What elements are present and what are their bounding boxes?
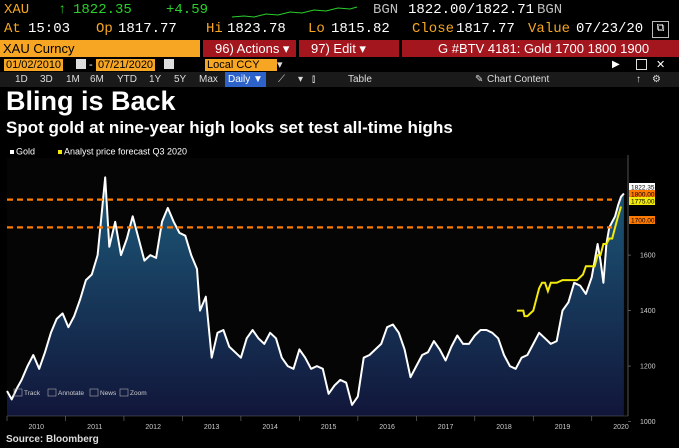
calendar-icon-end[interactable] (164, 59, 174, 69)
close-value: 1817.77 (456, 21, 515, 37)
legend-label: Analyst price forecast Q3 2020 (64, 147, 187, 157)
calendar-icon[interactable] (76, 59, 86, 69)
currency-select[interactable]: Local CCY (205, 59, 277, 71)
tool-icon (89, 388, 99, 397)
value-label: Value (528, 21, 571, 37)
tool-label[interactable]: Track (24, 390, 41, 397)
quote-row-1: XAU ↑ 1822.35 +4.59 BGN 1822.00/1822.71 … (0, 2, 679, 21)
security-field[interactable]: XAU Curncy (0, 40, 200, 57)
bgn-label-2: BGN (537, 2, 563, 18)
gold-line (6, 176, 625, 406)
x-tick-label: 2017 (438, 424, 454, 431)
quote-row-2: At 15:03 Op 1817.77 Hi 1823.78 Lo 1815.8… (0, 21, 679, 40)
y-tick-label: 1000 (640, 419, 656, 426)
tool-label[interactable]: Annotate (58, 390, 84, 397)
at-label: At (4, 21, 21, 37)
date-separator: - (89, 59, 93, 71)
play-icon[interactable]: ▶ (612, 59, 620, 70)
legend-label: Gold (16, 147, 35, 157)
last-value-tag-label: 1822.35 (631, 185, 655, 192)
actions-menu[interactable]: 96) Actions ▾ (203, 40, 296, 57)
close-icon[interactable]: ✕ (656, 59, 666, 71)
tool-label[interactable]: News (100, 390, 117, 397)
value-date: 07/23/20 (576, 21, 644, 37)
legend-swatch (10, 150, 14, 154)
last-value-tag (629, 190, 655, 198)
gold-area-fill (7, 177, 624, 416)
date-bar: 01/02/2010 - 07/21/2020 Local CCY ▾ ▶ ✕ (0, 58, 679, 72)
headline-field[interactable]: G #BTV 4181: Gold 1700 1800 1900 (402, 40, 679, 57)
last-price: 1822.35 (73, 2, 132, 18)
open-value: 1817.77 (118, 21, 177, 37)
tool-icon (47, 388, 57, 397)
end-date-input[interactable]: 07/21/2020 (96, 59, 156, 71)
legend-swatch (58, 150, 62, 154)
x-tick-label: 2015 (321, 424, 337, 431)
start-date-input[interactable]: 01/02/2010 (4, 59, 64, 71)
arrow-up-icon[interactable]: ↑ (636, 74, 641, 85)
quote-time: 15:03 (28, 21, 71, 37)
y-tick-label: 1200 (640, 364, 656, 371)
edit-menu[interactable]: 97) Edit ▾ (299, 40, 399, 57)
close-label: Close (412, 21, 455, 37)
tool-icon (13, 388, 23, 397)
function-bar: XAU Curncy 96) Actions ▾ 97) Edit ▾ G #B… (0, 40, 679, 57)
table-button[interactable]: Table (348, 74, 372, 85)
period-tab-bar: 1D 3D 1M 6M YTD 1Y 5Y Max Daily ▼ ⟋ ▾ ⫾ … (0, 72, 679, 87)
tab-1m[interactable]: 1M (66, 74, 80, 85)
bid-ask: 1822.00/1822.71 (408, 2, 535, 18)
chart-title: Bling is Back (6, 86, 176, 116)
popout-icon[interactable]: ⧉ (652, 21, 669, 38)
low-value: 1815.82 (331, 21, 390, 37)
last-value-tag (629, 216, 655, 224)
y-tick-label: 1600 (640, 253, 656, 260)
tab-1d[interactable]: 1D (15, 74, 28, 85)
x-tick-label: 2014 (262, 424, 278, 431)
source-note: Source: Bloomberg (6, 434, 99, 445)
tab-max[interactable]: Max (199, 74, 218, 85)
line-chart-icon[interactable]: ⟋ (278, 74, 285, 85)
last-value-tag-label: 1800.00 (631, 192, 655, 199)
price-change: +4.59 (166, 2, 209, 18)
tab-6m[interactable]: 6M (90, 74, 104, 85)
ticker: XAU (4, 2, 30, 18)
bar-chart-icon[interactable]: ⫾ (312, 74, 316, 85)
x-tick-label: 2012 (145, 424, 161, 431)
chart-content-button[interactable]: Chart Content (487, 74, 550, 85)
tool-label[interactable]: Zoom (130, 390, 147, 397)
last-value-tag (629, 197, 655, 205)
open-label: Op (96, 21, 113, 37)
tool-icon (119, 388, 129, 397)
high-value: 1823.78 (227, 21, 286, 37)
forecast-line (516, 206, 622, 318)
y-tick-label: 1400 (640, 308, 656, 315)
tab-5y[interactable]: 5Y (174, 74, 187, 85)
last-value-tag-label: 1700.00 (631, 218, 655, 225)
x-tick-label: 2016 (379, 424, 395, 431)
gear-icon[interactable]: ⚙ (652, 74, 661, 85)
x-tick-label: 2019 (555, 424, 571, 431)
up-arrow-icon: ↑ (58, 2, 67, 18)
pencil-icon[interactable]: ✎ (475, 74, 484, 85)
chevron-down-icon[interactable]: ▾ (298, 74, 304, 85)
x-tick-label: 2018 (496, 424, 512, 431)
x-tick-label: 2010 (28, 424, 44, 431)
tab-3d[interactable]: 3D (40, 74, 53, 85)
x-tick-label: 2013 (204, 424, 220, 431)
chart-subtitle: Spot gold at nine-year high looks set te… (6, 118, 453, 137)
last-value-tag-label: 1775.00 (631, 199, 655, 206)
x-tick-label: 2011 (87, 424, 102, 431)
frequency-select[interactable]: Daily ▼ (225, 72, 266, 87)
window-icon[interactable] (636, 59, 647, 70)
low-label: Lo (308, 21, 325, 37)
bgn-label: BGN (373, 2, 399, 18)
x-tick-label: 2020 (613, 424, 629, 431)
last-value-tag (629, 183, 655, 191)
dropdown-icon[interactable]: ▾ (277, 59, 283, 71)
tab-1y[interactable]: 1Y (149, 74, 162, 85)
high-label: Hi (206, 21, 223, 37)
tab-ytd[interactable]: YTD (117, 74, 137, 85)
sparkline (232, 6, 357, 18)
